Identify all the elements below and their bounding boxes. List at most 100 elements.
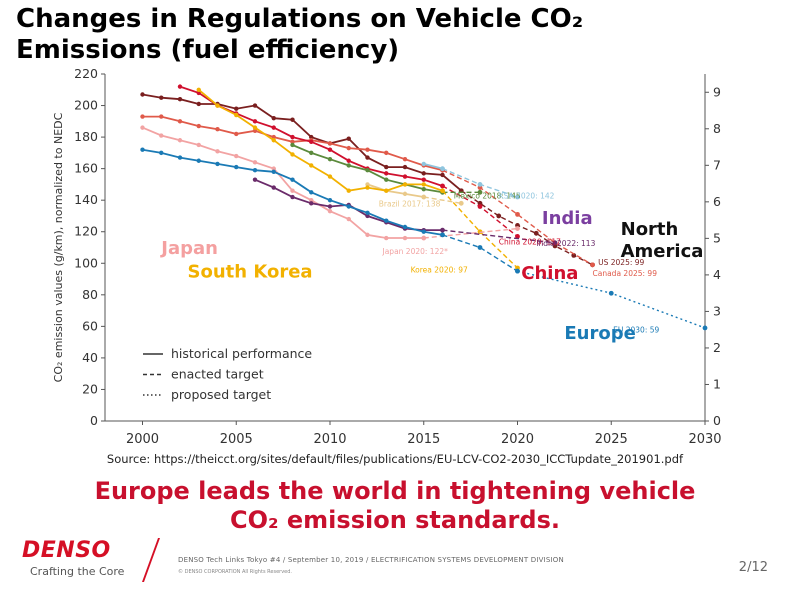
region-label-north: North bbox=[621, 219, 679, 240]
europe-point bbox=[608, 290, 614, 296]
india-point bbox=[327, 204, 333, 209]
y-axis-title: CO₂ emission values (g/km), normalized t… bbox=[52, 112, 65, 382]
footer-text: DENSO Tech Links Tokyo #4 / September 10… bbox=[178, 556, 564, 564]
china-point bbox=[477, 204, 483, 209]
north-america-point bbox=[365, 155, 370, 160]
japan-historical-line bbox=[142, 126, 424, 239]
x-tick-label: 2020 bbox=[501, 432, 534, 447]
north-america-point bbox=[252, 103, 258, 108]
india-point bbox=[440, 227, 445, 233]
slide-title: Changes in Regulations on Vehicle CO₂ Em… bbox=[16, 4, 716, 66]
canada-point bbox=[402, 156, 408, 162]
canada-point bbox=[384, 150, 389, 156]
region-label-japan: Japan bbox=[159, 238, 218, 259]
x-tick-label: 2030 bbox=[688, 432, 721, 447]
japan-point bbox=[402, 235, 408, 241]
mexico-point bbox=[309, 150, 314, 156]
brazil-enacted-line bbox=[423, 196, 462, 204]
europe-point bbox=[140, 147, 145, 152]
canada-point bbox=[215, 127, 220, 132]
japan-point bbox=[271, 166, 276, 171]
canada-point bbox=[346, 145, 351, 151]
europe-point bbox=[421, 229, 426, 234]
south-korea-point bbox=[309, 163, 314, 168]
page-number: 2/12 bbox=[738, 560, 768, 575]
canada-end-label: Canada 2025: 99 bbox=[593, 269, 658, 278]
y-tick-label: 160 bbox=[74, 161, 98, 176]
north-america-point bbox=[234, 106, 239, 111]
brazil-point bbox=[402, 191, 408, 197]
india-point bbox=[252, 177, 258, 182]
india-point bbox=[271, 185, 276, 190]
brazil-point bbox=[365, 182, 370, 187]
europe-point bbox=[252, 168, 258, 173]
mexico-point bbox=[327, 156, 333, 162]
south-korea-point bbox=[196, 87, 201, 92]
europe-point bbox=[477, 245, 483, 250]
south-korea-point bbox=[440, 188, 445, 194]
x-tick-label: 2000 bbox=[126, 432, 159, 447]
japan-point bbox=[196, 142, 201, 148]
japan-point bbox=[140, 125, 145, 130]
india-point bbox=[365, 213, 370, 219]
europe-end-label: EU 2030: 59 bbox=[613, 326, 659, 335]
south-korea-point bbox=[402, 182, 408, 187]
south-korea-point bbox=[365, 185, 370, 190]
north-america-point bbox=[346, 136, 351, 141]
north-america-end-label: US 2025: 99 bbox=[598, 258, 644, 267]
y2-tick-label: 3 bbox=[713, 303, 721, 318]
south-korea-point bbox=[271, 138, 276, 143]
x-tick-label: 2015 bbox=[407, 432, 440, 447]
y2-tick-label: 1 bbox=[713, 376, 721, 391]
europe-point bbox=[402, 224, 408, 230]
japan-point bbox=[421, 235, 427, 241]
japan-point bbox=[290, 188, 295, 193]
region-label-america: America bbox=[621, 241, 704, 262]
canada-point bbox=[196, 123, 201, 129]
south-korea-point bbox=[327, 174, 333, 179]
south-korea-historical-line bbox=[198, 89, 443, 192]
south-korea-end-label: Korea 2020: 97 bbox=[411, 266, 468, 275]
canada-point bbox=[140, 114, 145, 119]
headline: Europe leads the world in tightening veh… bbox=[0, 477, 790, 535]
tagline: Crafting the Core bbox=[30, 565, 125, 578]
canada-point bbox=[327, 141, 333, 146]
ksa-historical-line bbox=[423, 163, 443, 170]
europe-point bbox=[346, 204, 351, 209]
y2-tick-label: 4 bbox=[713, 267, 721, 282]
region-label-europe: Europe bbox=[564, 323, 635, 344]
north-america-point bbox=[384, 164, 389, 170]
y2-tick-label: 2 bbox=[713, 340, 721, 355]
south-korea-point bbox=[252, 125, 258, 130]
x-tick-label: 2010 bbox=[313, 432, 346, 447]
japan-point bbox=[234, 153, 239, 159]
canada-point bbox=[515, 211, 520, 217]
north-america-point bbox=[159, 95, 164, 100]
region-label-india: India bbox=[542, 208, 593, 229]
japan-end-label: Japan 2020: 122* bbox=[382, 247, 449, 256]
canada-point bbox=[590, 262, 595, 268]
mexico-point bbox=[421, 186, 426, 192]
japan-point bbox=[327, 209, 333, 214]
south-korea-point bbox=[346, 188, 351, 193]
europe-point bbox=[196, 158, 201, 163]
y-tick-label: 40 bbox=[82, 350, 98, 365]
china-point bbox=[384, 171, 389, 176]
region-label-south-korea: South Korea bbox=[188, 261, 313, 282]
europe-point bbox=[234, 164, 239, 170]
north-america-point bbox=[290, 117, 295, 122]
canada-enacted-line bbox=[442, 169, 593, 266]
japan-point bbox=[365, 232, 370, 238]
y2-tick-label: 9 bbox=[713, 84, 721, 99]
mexico-point bbox=[477, 189, 483, 195]
north-america-point bbox=[496, 213, 502, 219]
legend-label-solid: historical performance bbox=[171, 346, 312, 361]
china-point bbox=[440, 183, 445, 189]
canada-point bbox=[271, 134, 276, 140]
north-america-point bbox=[533, 230, 539, 236]
canada-point bbox=[365, 147, 370, 152]
europe-point bbox=[440, 232, 445, 238]
canada-point bbox=[159, 114, 164, 119]
china-point bbox=[309, 139, 314, 145]
japan-point bbox=[309, 197, 314, 203]
